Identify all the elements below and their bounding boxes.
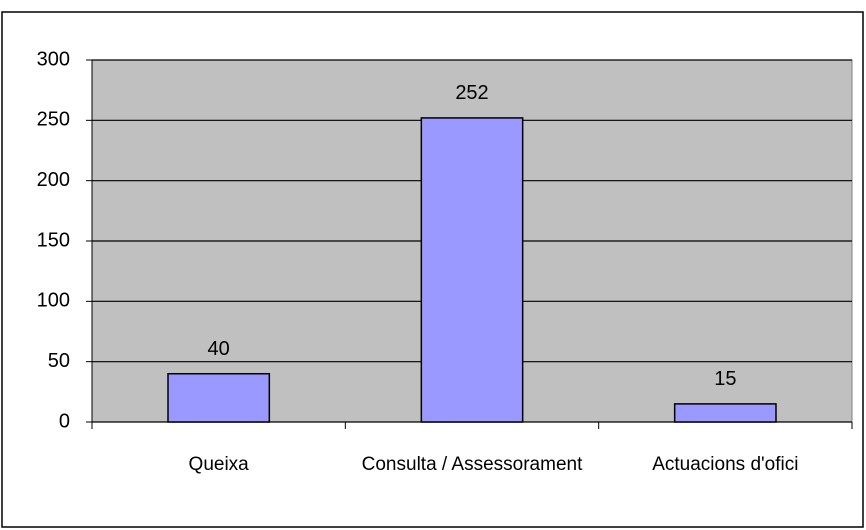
y-tick-label: 50 — [48, 350, 70, 372]
bar — [167, 372, 271, 423]
x-tick-label: Actuacions d'ofici — [652, 454, 799, 475]
y-tick-label: 100 — [37, 290, 70, 312]
data-label: 40 — [208, 338, 230, 360]
y-tick-label: 0 — [59, 410, 70, 432]
data-label: 252 — [455, 82, 488, 104]
data-label: 15 — [714, 368, 736, 390]
bar — [673, 403, 777, 423]
x-tick-label: Queixa — [188, 454, 249, 475]
y-tick-label: 150 — [37, 229, 70, 251]
y-tick-label: 300 — [37, 48, 70, 70]
x-tick-label: Consulta / Assessorament — [361, 454, 583, 475]
y-tick-label: 250 — [37, 109, 70, 131]
y-tick-label: 200 — [37, 169, 70, 191]
bar — [420, 117, 524, 423]
